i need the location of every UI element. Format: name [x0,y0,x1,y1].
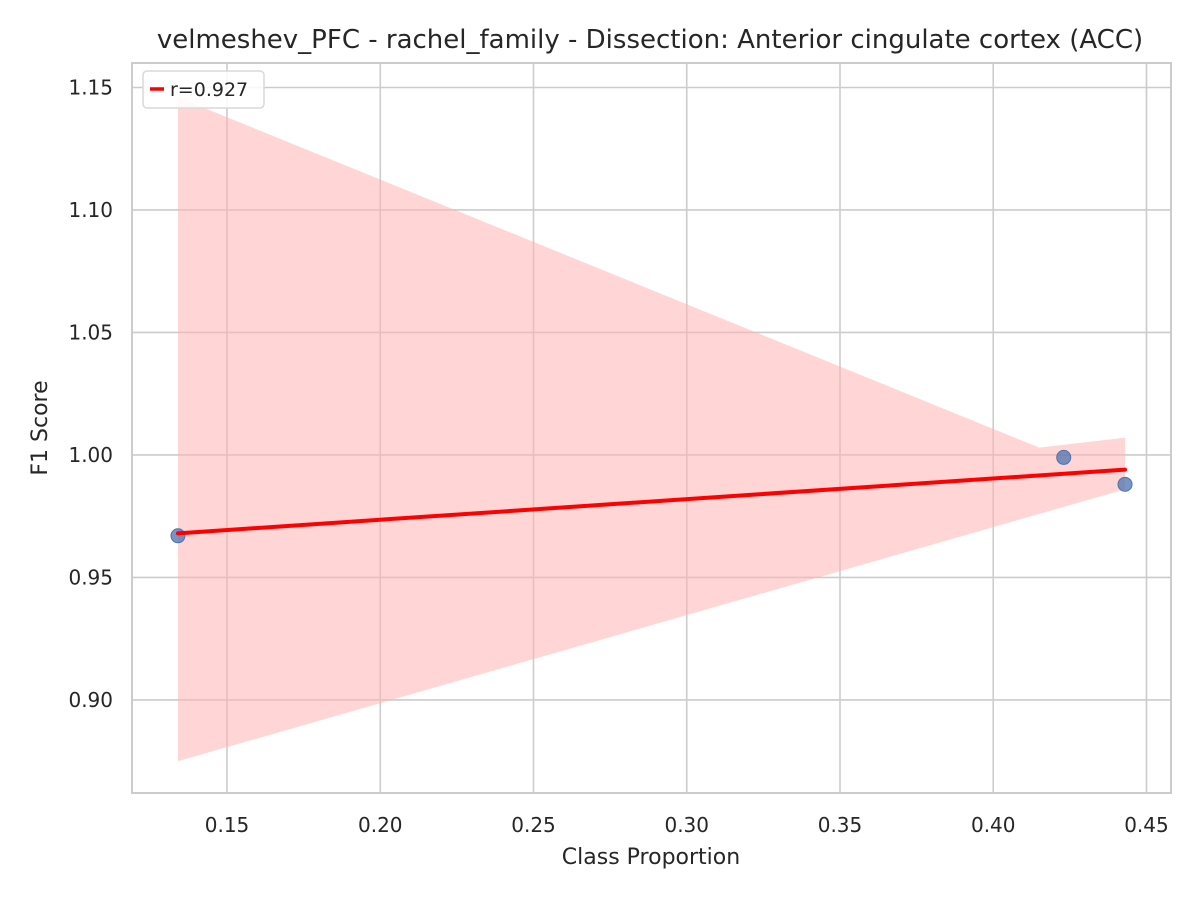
plot-frame [131,62,1172,794]
x-tick-label: 0.25 [511,813,556,837]
y-axis-title: F1 Score [28,380,53,475]
confidence-band-layer [177,97,1126,762]
regression-line [175,467,1128,536]
scatter-point [170,528,186,544]
scatter-point [1117,476,1133,492]
chart-title: velmeshev_PFC - rachel_family - Dissecti… [157,25,1143,55]
y-tick-label: 0.95 [68,565,113,589]
x-tick-label: 0.40 [971,813,1016,837]
y-tick-label: 1.05 [68,320,113,344]
x-tick-labels: 0.15 0.20 0.25 0.30 0.35 0.40 0.45 [205,813,1169,837]
y-tick-labels: 0.90 0.95 1.00 1.05 1.10 1.15 [68,75,113,711]
legend-box [142,70,265,109]
legend-label: r=0.927 [170,79,248,101]
x-tick-label: 0.45 [1124,813,1169,837]
x-tick-label: 0.15 [205,813,250,837]
x-tick-label: 0.30 [664,813,709,837]
y-tick-label: 1.10 [68,198,113,222]
fit-line-layer [175,467,1128,536]
x-axis-title: Class Proportion [562,845,740,870]
y-tick-label: 1.15 [68,75,113,99]
y-tick-label: 0.90 [68,688,113,712]
x-tick-label: 0.35 [818,813,863,837]
legend: r=0.927 [142,70,265,109]
scatter-point [1056,449,1072,465]
y-tick-label: 1.00 [68,443,113,467]
x-tick-label: 0.20 [358,813,403,837]
confidence-band [177,97,1126,762]
